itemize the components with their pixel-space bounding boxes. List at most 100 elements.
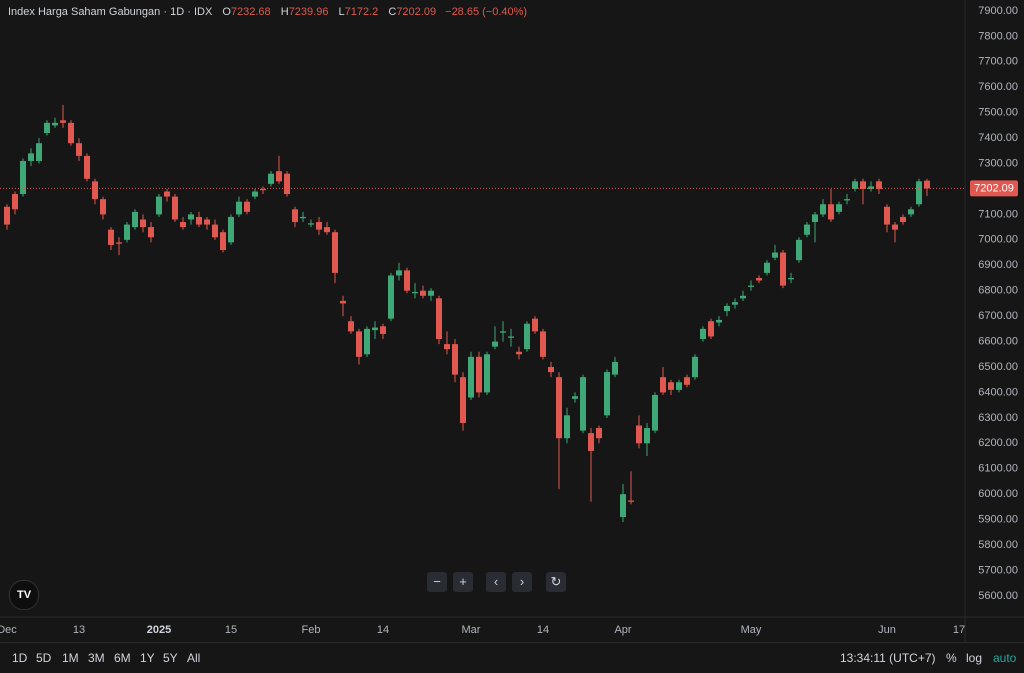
candle-body xyxy=(548,366,554,373)
ohlc-letter: C xyxy=(388,6,397,18)
candle-body xyxy=(748,285,754,287)
logo[interactable]: TV xyxy=(9,580,39,610)
y-tick-label: 6300.00 xyxy=(978,412,1018,424)
ohlc-value: 7239.96 xyxy=(288,6,329,18)
candle-body xyxy=(924,180,930,189)
candle-body xyxy=(252,191,258,197)
candle-body xyxy=(524,323,530,350)
candle-body xyxy=(68,122,74,144)
candle-body xyxy=(732,302,738,305)
candle-body xyxy=(508,336,514,338)
candle-body xyxy=(436,298,442,340)
auto-toggle[interactable]: auto xyxy=(993,651,1017,665)
candle-body xyxy=(908,209,914,215)
candle-body xyxy=(292,209,298,223)
candle-body xyxy=(380,326,386,334)
scroll-right[interactable]: › xyxy=(512,572,532,592)
zoom-out[interactable]: − xyxy=(427,572,447,592)
candle-body xyxy=(308,223,314,225)
candle-body xyxy=(148,227,154,238)
candle-body xyxy=(860,181,866,189)
candle-body xyxy=(340,300,346,304)
candle-body xyxy=(884,206,890,225)
y-tick-label: 7800.00 xyxy=(978,30,1018,42)
candle-body xyxy=(644,428,650,444)
candle-body xyxy=(420,290,426,296)
percent-toggle[interactable]: % xyxy=(946,651,957,665)
candle-body xyxy=(876,181,882,189)
range-button[interactable]: 3M xyxy=(88,651,105,665)
candle-body xyxy=(364,328,370,355)
x-tick-label: 13 xyxy=(73,624,85,636)
y-tick-label: 6500.00 xyxy=(978,361,1018,373)
candle-body xyxy=(428,290,434,296)
ohlc-value: 7202.09 xyxy=(396,6,437,18)
candle-body xyxy=(636,425,642,444)
candle-body xyxy=(236,201,242,215)
candle-body xyxy=(740,295,746,299)
candle-body xyxy=(804,224,810,235)
candle-body xyxy=(172,196,178,220)
y-tick-label: 5700.00 xyxy=(978,564,1018,576)
candle-body xyxy=(268,173,274,184)
log-toggle[interactable]: log xyxy=(966,651,983,665)
x-tick-label: 2025 xyxy=(147,624,171,636)
range-button[interactable]: 5D xyxy=(36,651,52,665)
candle-body xyxy=(796,239,802,261)
zoom-in[interactable]: + xyxy=(453,572,473,592)
candle-body xyxy=(332,232,338,273)
candle-body xyxy=(580,377,586,431)
ohlc-letter: L xyxy=(338,6,345,18)
range-button[interactable]: 1D xyxy=(12,651,28,665)
range-button[interactable]: 1M xyxy=(62,651,79,665)
candle-body xyxy=(132,211,138,228)
range-button[interactable]: 6M xyxy=(114,651,131,665)
x-tick-label: May xyxy=(741,624,762,636)
y-tick-label: 7400.00 xyxy=(978,132,1018,144)
candle-body xyxy=(588,433,594,451)
candle-body xyxy=(540,331,546,357)
candle-body xyxy=(444,344,450,350)
x-tick-label: 17 xyxy=(953,624,965,636)
y-tick-label: 5600.00 xyxy=(978,590,1018,602)
candle-body xyxy=(76,143,82,156)
candle-body xyxy=(556,377,562,439)
candle-body xyxy=(820,204,826,215)
candle-body xyxy=(660,377,666,393)
candle-body xyxy=(348,321,354,332)
candle-body xyxy=(116,242,122,244)
candle-body xyxy=(324,227,330,233)
candle-body xyxy=(692,356,698,378)
candle-body xyxy=(108,229,114,245)
candle-body xyxy=(92,181,98,200)
reset[interactable]: ↻ xyxy=(546,572,566,592)
last-price-label: 7202.09 xyxy=(974,182,1014,194)
y-tick-label: 5900.00 xyxy=(978,513,1018,525)
x-tick-label: 15 xyxy=(225,624,237,636)
candle-body xyxy=(164,191,170,197)
candle-body xyxy=(516,351,522,355)
toolbar: 1D 5D 1M 3M 6M 1Y 5Y All 13:34:11 (UTC+7)% log aut… xyxy=(0,642,1024,673)
candle-body xyxy=(724,305,730,312)
range-button[interactable]: 1Y xyxy=(140,651,155,665)
ohlc-value: 7172.2 xyxy=(344,6,379,18)
candle-body xyxy=(900,216,906,223)
separator: · xyxy=(163,6,171,18)
candle-body xyxy=(708,321,714,337)
y-tick-label: 6900.00 xyxy=(978,259,1018,271)
candle-body xyxy=(228,216,234,243)
scroll-left[interactable]: ‹ xyxy=(486,572,506,592)
y-tick-label: 6800.00 xyxy=(978,285,1018,297)
candle-body xyxy=(36,143,42,161)
candle-body xyxy=(452,344,458,375)
chart: 5600.00 5700.00 5800.00 5900.00 6000.00 6100.… xyxy=(0,0,1024,642)
y-tick-label: 6400.00 xyxy=(978,386,1018,398)
candle-body xyxy=(300,216,306,219)
range-button[interactable]: 5Y xyxy=(163,651,178,665)
candle-body xyxy=(100,199,106,215)
interval: 1D xyxy=(170,6,185,18)
candle-body xyxy=(772,252,778,258)
x-tick-label: Jun xyxy=(878,624,896,636)
range-button[interactable]: All xyxy=(187,651,201,665)
